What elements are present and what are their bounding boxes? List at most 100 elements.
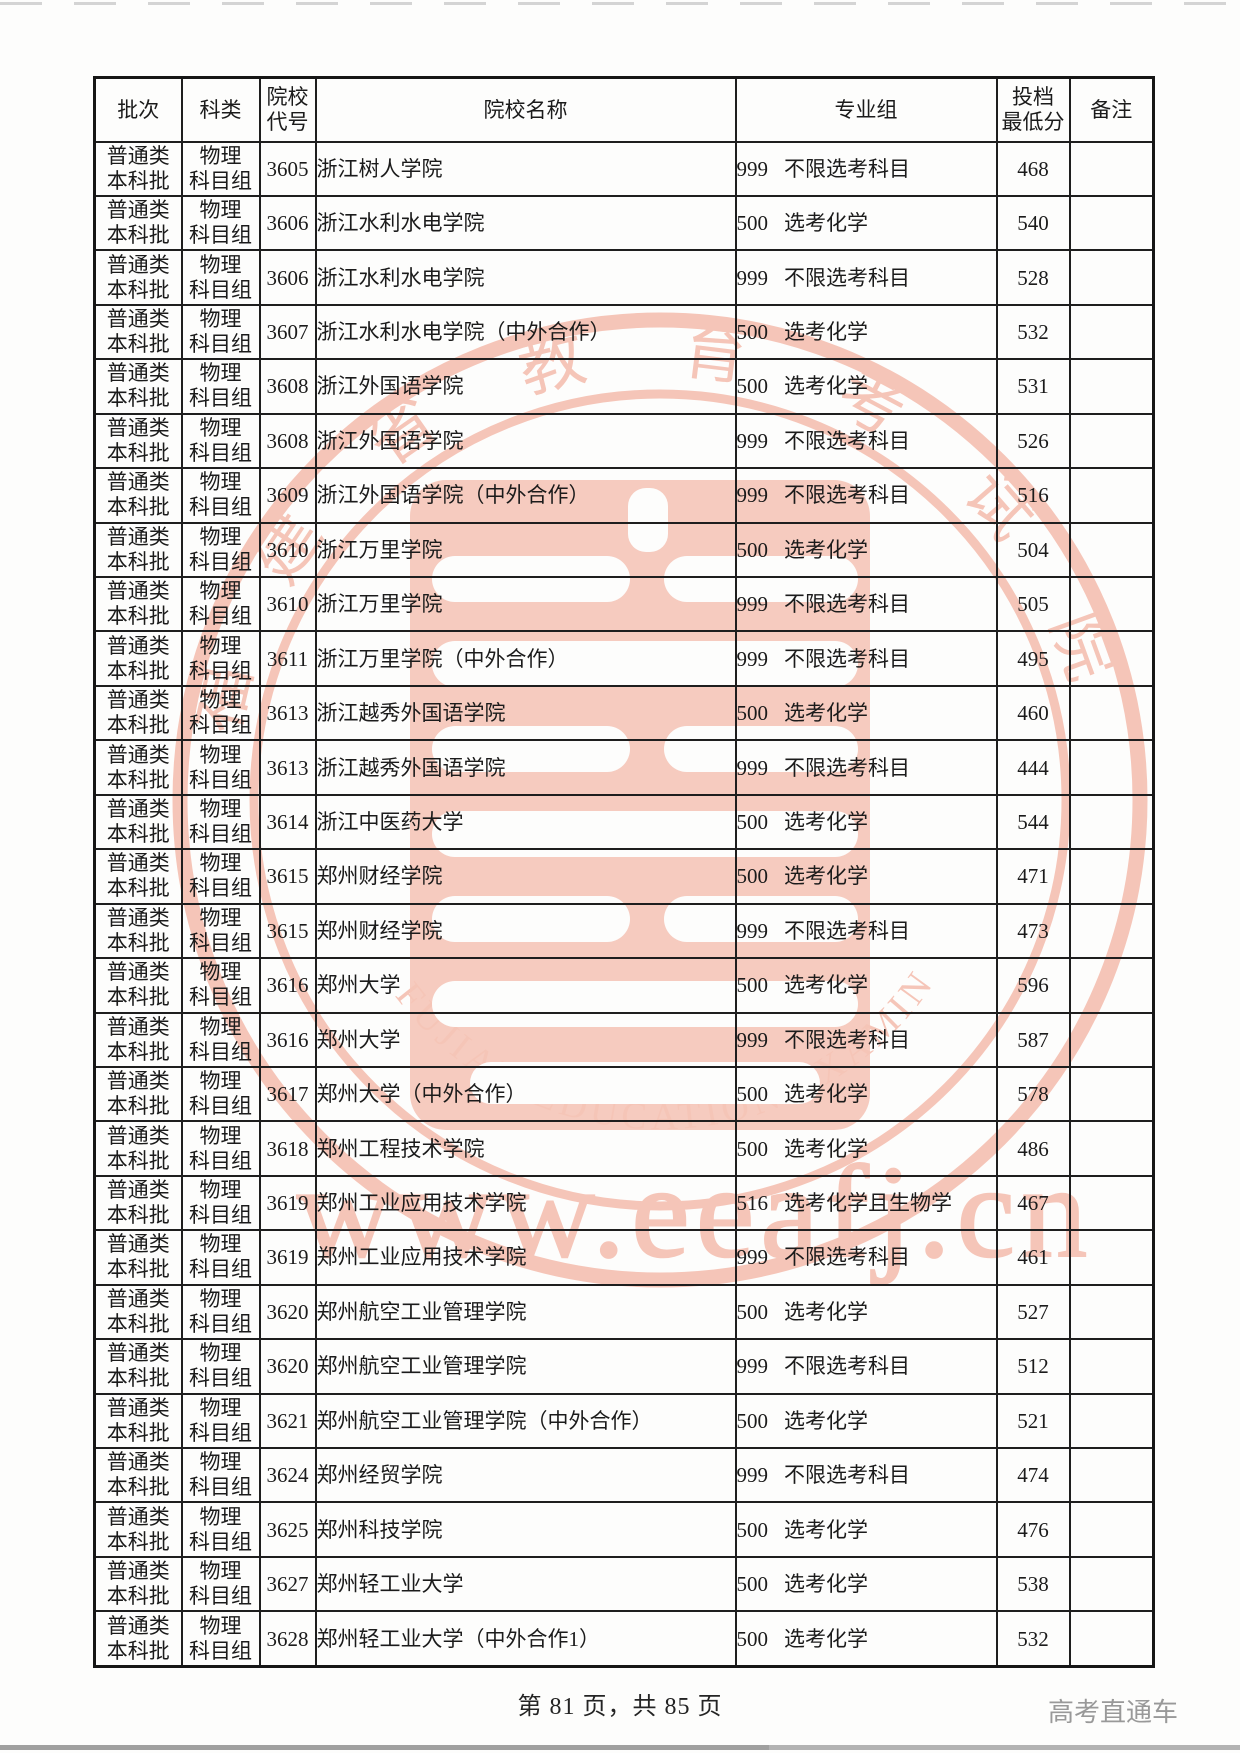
cell-college-code: 3614 bbox=[258, 793, 317, 851]
cell-college-name: 浙江中医药大学 bbox=[314, 793, 737, 851]
cell-college-name: 郑州财经学院 bbox=[314, 902, 737, 960]
cell-college-name: 浙江越秀外国语学院 bbox=[314, 739, 737, 796]
cell-batch: 普通类 本科批 bbox=[93, 739, 183, 796]
cell-major-group: 500 选考化学 bbox=[734, 194, 998, 252]
cell-min-score: 476 bbox=[995, 1501, 1071, 1558]
cell-college-code: 3624 bbox=[258, 1446, 317, 1504]
table-row: 普通类 本科批 物理 科目组 3620 郑州航空工业管理学院 999 不限选考科目 5… bbox=[93, 1338, 1155, 1395]
cell-major-group: 999 不限选考科目 bbox=[734, 902, 998, 960]
cell-major-group: 999 不限选考科目 bbox=[734, 1011, 998, 1068]
cell-college-name: 郑州轻工业大学 bbox=[314, 1555, 737, 1613]
cell-college-code: 3611 bbox=[258, 630, 317, 687]
table-row: 普通类 本科批 物理 科目组 3617 郑州大学（中外合作） 500 选考化学 578 bbox=[93, 1065, 1155, 1123]
cell-batch: 普通类 本科批 bbox=[93, 848, 183, 905]
cell-college-name: 郑州轻工业大学（中外合作1） bbox=[314, 1610, 737, 1668]
cell-college-name: 浙江树人学院 bbox=[314, 140, 737, 197]
cell-batch: 普通类 本科批 bbox=[93, 412, 183, 470]
cell-major-group: 999 不限选考科目 bbox=[734, 1446, 998, 1504]
cell-min-score: 540 bbox=[995, 194, 1071, 252]
cell-min-score: 471 bbox=[995, 848, 1071, 905]
cell-note bbox=[1068, 521, 1155, 579]
table-row: 普通类 本科批 物理 科目组 3606 浙江水利水电学院 500 选考化学 540 bbox=[93, 194, 1155, 252]
cell-college-name: 郑州大学 bbox=[314, 957, 737, 1014]
cell-note bbox=[1068, 1338, 1155, 1395]
cell-note bbox=[1068, 793, 1155, 851]
cell-college-code: 3618 bbox=[258, 1120, 317, 1177]
cell-college-code: 3613 bbox=[258, 684, 317, 742]
table-row: 普通类 本科批 物理 科目组 3610 浙江万里学院 999 不限选考科目 505 bbox=[93, 575, 1155, 633]
cell-major-group: 500 选考化学 bbox=[734, 1065, 998, 1123]
cell-batch: 普通类 本科批 bbox=[93, 957, 183, 1014]
table-row: 普通类 本科批 物理 科目组 3609 浙江外国语学院（中外合作） 999 不限选考科… bbox=[93, 467, 1155, 524]
cell-note bbox=[1068, 1174, 1155, 1232]
cell-note bbox=[1068, 957, 1155, 1014]
cell-min-score: 467 bbox=[995, 1174, 1071, 1232]
cell-major-group: 500 选考化学 bbox=[734, 303, 998, 361]
cell-batch: 普通类 本科批 bbox=[93, 1338, 183, 1395]
cell-college-code: 3627 bbox=[258, 1555, 317, 1613]
cell-major-group: 999 不限选考科目 bbox=[734, 1338, 998, 1395]
cell-major-group: 500 选考化学 bbox=[734, 684, 998, 742]
cell-subject: 物理 科目组 bbox=[180, 1392, 261, 1450]
cell-college-code: 3616 bbox=[258, 1011, 317, 1068]
header-min-score-line1: 投档 bbox=[1012, 84, 1054, 109]
cell-college-code: 3619 bbox=[258, 1229, 317, 1286]
cell-subject: 物理 科目组 bbox=[180, 1501, 261, 1558]
cell-min-score: 505 bbox=[995, 575, 1071, 633]
cell-note bbox=[1068, 194, 1155, 252]
cell-subject: 物理 科目组 bbox=[180, 1555, 261, 1613]
table-row: 普通类 本科批 物理 科目组 3614 浙江中医药大学 500 选考化学 544 bbox=[93, 793, 1155, 851]
cell-subject: 物理 科目组 bbox=[180, 1011, 261, 1068]
cell-major-group: 999 不限选考科目 bbox=[734, 575, 998, 633]
cell-major-group: 500 选考化学 bbox=[734, 521, 998, 579]
cell-college-code: 3610 bbox=[258, 521, 317, 579]
cell-subject: 物理 科目组 bbox=[180, 848, 261, 905]
cell-min-score: 516 bbox=[995, 467, 1071, 524]
table-row: 普通类 本科批 物理 科目组 3619 郑州工业应用技术学院 516 选考化学且生物学… bbox=[93, 1174, 1155, 1232]
cell-subject: 物理 科目组 bbox=[180, 1610, 261, 1668]
table-row: 普通类 本科批 物理 科目组 3613 浙江越秀外国语学院 500 选考化学 460 bbox=[93, 684, 1155, 742]
cell-batch: 普通类 本科批 bbox=[93, 1555, 183, 1613]
cell-note bbox=[1068, 358, 1155, 415]
cell-note bbox=[1068, 902, 1155, 960]
header-min-score-line2: 最低分 bbox=[1001, 109, 1065, 134]
cell-subject: 物理 科目组 bbox=[180, 1338, 261, 1395]
cell-college-name: 郑州航空工业管理学院 bbox=[314, 1283, 737, 1341]
table-row: 普通类 本科批 物理 科目组 3608 浙江外国语学院 999 不限选考科目 526 bbox=[93, 412, 1155, 470]
cell-college-name: 郑州科技学院 bbox=[314, 1501, 737, 1558]
cell-min-score: 461 bbox=[995, 1229, 1071, 1286]
header-college-code-line2: 代号 bbox=[266, 109, 309, 134]
table-header-row: 批次 科类 院校 代号 院校名称 专业组 投档 最低分 备注 bbox=[93, 76, 1155, 143]
cell-major-group: 500 选考化学 bbox=[734, 848, 998, 905]
cell-note bbox=[1068, 1011, 1155, 1068]
cell-min-score: 526 bbox=[995, 412, 1071, 470]
cell-batch: 普通类 本科批 bbox=[93, 249, 183, 306]
cell-min-score: 578 bbox=[995, 1065, 1071, 1123]
cell-subject: 物理 科目组 bbox=[180, 1229, 261, 1286]
cell-batch: 普通类 本科批 bbox=[93, 1446, 183, 1504]
cell-note bbox=[1068, 1555, 1155, 1613]
cell-subject: 物理 科目组 bbox=[180, 303, 261, 361]
cell-college-code: 3615 bbox=[258, 902, 317, 960]
cell-college-code: 3607 bbox=[258, 303, 317, 361]
cell-college-name: 浙江水利水电学院 bbox=[314, 194, 737, 252]
cell-college-name: 浙江外国语学院（中外合作） bbox=[314, 467, 737, 524]
cell-major-group: 500 选考化学 bbox=[734, 793, 998, 851]
cell-major-group: 500 选考化学 bbox=[734, 1555, 998, 1613]
table-row: 普通类 本科批 物理 科目组 3620 郑州航空工业管理学院 500 选考化学 527 bbox=[93, 1283, 1155, 1341]
cell-batch: 普通类 本科批 bbox=[93, 793, 183, 851]
cell-batch: 普通类 本科批 bbox=[93, 140, 183, 197]
cell-college-name: 浙江外国语学院 bbox=[314, 358, 737, 415]
cell-note bbox=[1068, 630, 1155, 687]
cell-batch: 普通类 本科批 bbox=[93, 1610, 183, 1668]
table-row: 普通类 本科批 物理 科目组 3608 浙江外国语学院 500 选考化学 531 bbox=[93, 358, 1155, 415]
cell-min-score: 474 bbox=[995, 1446, 1071, 1504]
cell-min-score: 468 bbox=[995, 140, 1071, 197]
cell-note bbox=[1068, 848, 1155, 905]
table-row: 普通类 本科批 物理 科目组 3606 浙江水利水电学院 999 不限选考科目 528 bbox=[93, 249, 1155, 306]
table-row: 普通类 本科批 物理 科目组 3627 郑州轻工业大学 500 选考化学 538 bbox=[93, 1555, 1155, 1613]
table-row: 普通类 本科批 物理 科目组 3615 郑州财经学院 999 不限选考科目 473 bbox=[93, 902, 1155, 960]
cell-subject: 物理 科目组 bbox=[180, 521, 261, 579]
cell-college-name: 浙江越秀外国语学院 bbox=[314, 684, 737, 742]
cell-college-name: 郑州大学 bbox=[314, 1011, 737, 1068]
